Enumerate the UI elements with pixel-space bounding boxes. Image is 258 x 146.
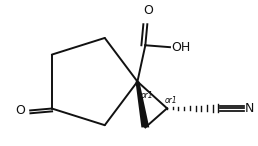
Text: OH: OH: [171, 41, 190, 54]
Text: or1: or1: [165, 97, 178, 105]
Text: or1: or1: [140, 91, 153, 100]
Polygon shape: [135, 82, 149, 127]
Text: O: O: [15, 104, 25, 117]
Text: N: N: [245, 102, 254, 115]
Text: O: O: [143, 4, 153, 17]
